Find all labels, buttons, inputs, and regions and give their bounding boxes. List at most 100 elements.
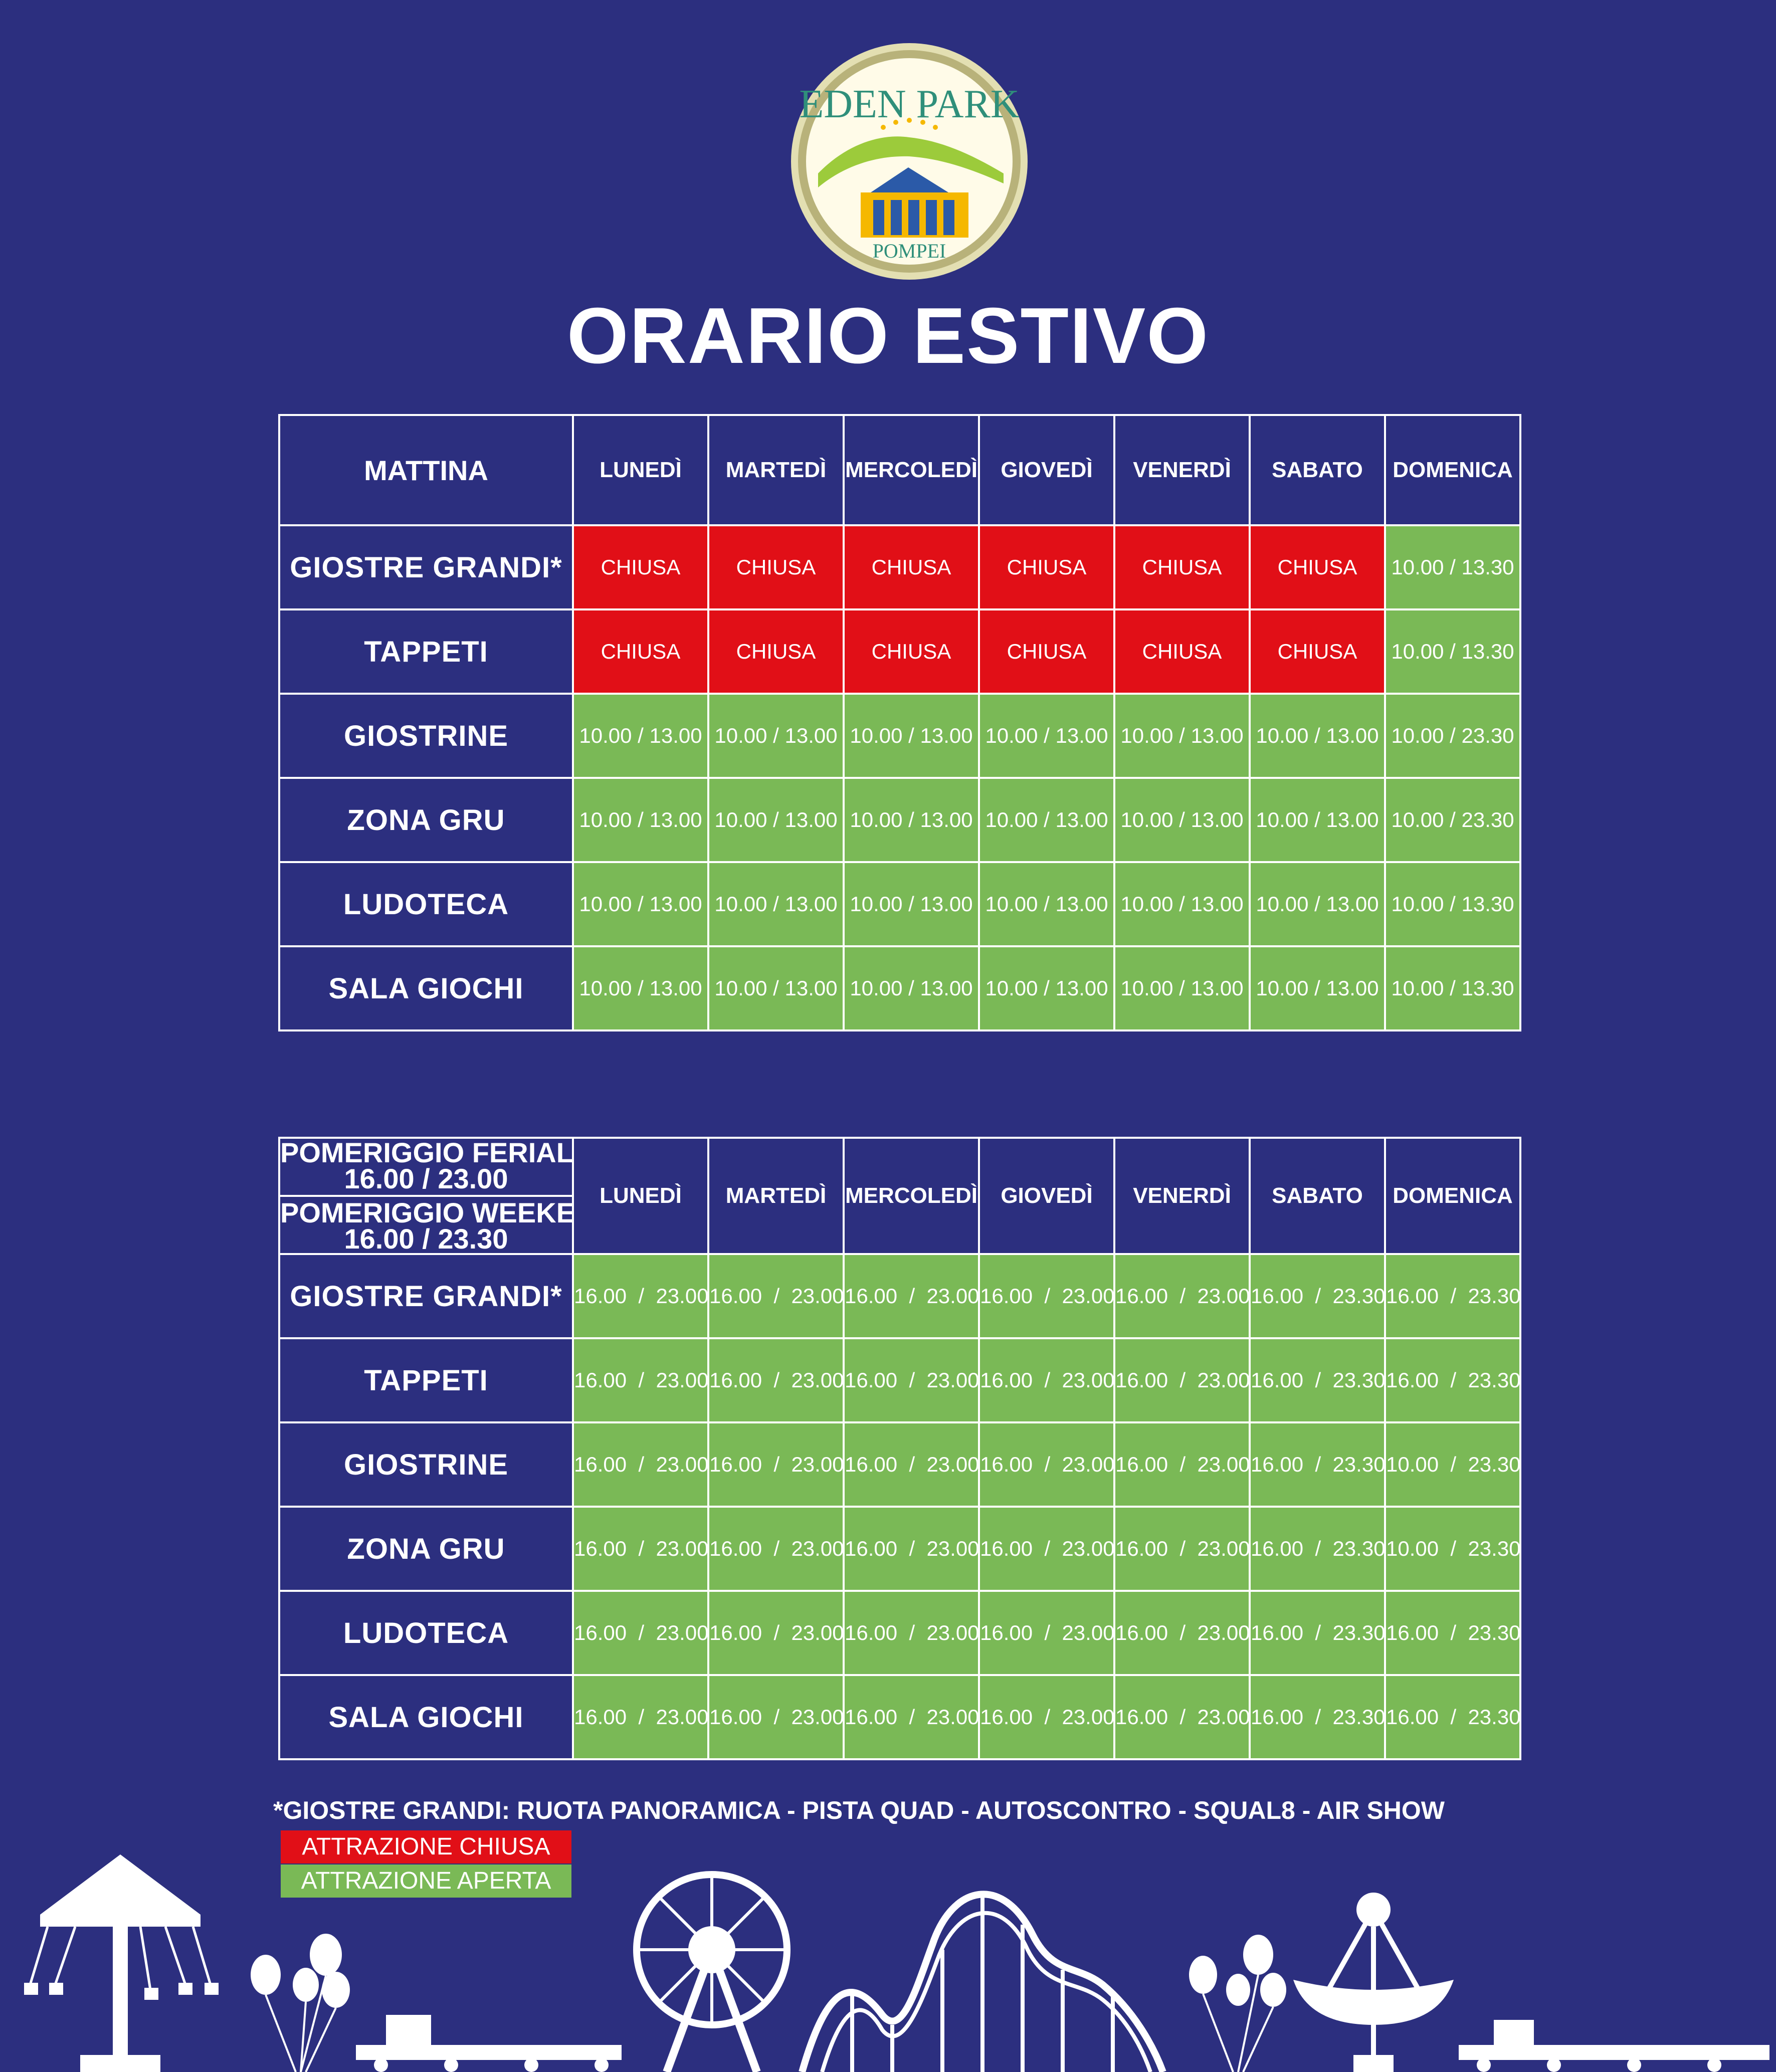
closed-cell: CHIUSA <box>1249 524 1386 610</box>
open-cell: 16.00 / 23.30 <box>1249 1253 1386 1339</box>
open-cell: 10.00 / 13.00 <box>707 693 845 779</box>
table-row: LUDOTECA 10.00 / 13.00 10.00 / 13.00 10.00 … <box>278 861 1521 947</box>
day-header: MARTEDÌ <box>707 1137 845 1255</box>
day-header: MERCOLEDÌ <box>843 1137 980 1255</box>
open-cell: 10.00 / 13.00 <box>1249 945 1386 1031</box>
table-row: GIOSTRINE 16.00 / 23.00 16.00 / 23.00 16.00… <box>278 1421 1521 1508</box>
open-cell: 10.00 / 13.00 <box>978 777 1115 863</box>
row-label: GIOSTRE GRANDI* <box>278 524 574 610</box>
corner-label: MATTINA <box>278 414 574 526</box>
row-label: ZONA GRU <box>278 1506 574 1592</box>
closed-cell: CHIUSA <box>572 524 709 610</box>
open-cell: 10.00 / 13.30 <box>1384 945 1521 1031</box>
table-row: GIOSTRINE 10.00 / 13.00 10.00 / 13.00 10.00… <box>278 693 1521 779</box>
open-cell: 16.00 / 23.00 <box>978 1337 1115 1423</box>
open-cell: 16.00 / 23.30 <box>1384 1337 1521 1423</box>
closed-cell: CHIUSA <box>707 524 845 610</box>
row-label: LUDOTECA <box>278 1590 574 1676</box>
open-cell: 16.00 / 23.00 <box>843 1674 980 1760</box>
open-cell: 16.00 / 23.00 <box>572 1674 709 1760</box>
open-cell: 10.00 / 23.30 <box>1384 1506 1521 1592</box>
table-row: ZONA GRU 16.00 / 23.00 16.00 / 23.00 16.00 … <box>278 1506 1521 1592</box>
day-header: LUNEDÌ <box>572 414 709 526</box>
table-row: LUDOTECA 16.00 / 23.00 16.00 / 23.00 16.00 … <box>278 1590 1521 1676</box>
table-row: SALA GIOCHI 16.00 / 23.00 16.00 / 23.00 16.… <box>278 1674 1521 1760</box>
day-header: SABATO <box>1249 414 1386 526</box>
legend-closed: ATTRAZIONE CHIUSA <box>281 1830 571 1863</box>
logo-text: EDEN PARK <box>799 82 1019 126</box>
table-row: GIOSTRE GRANDI* CHIUSA CHIUSA CHIUSA CHIUSA C… <box>278 524 1521 610</box>
open-cell: 16.00 / 23.00 <box>707 1590 845 1676</box>
row-label: GIOSTRINE <box>278 693 574 779</box>
logo-subtext: POMPEI <box>873 240 946 262</box>
open-cell: 16.00 / 23.00 <box>572 1421 709 1508</box>
open-cell: 16.00 / 23.00 <box>1113 1590 1251 1676</box>
open-cell: 16.00 / 23.30 <box>1249 1506 1386 1592</box>
row-label: ZONA GRU <box>278 777 574 863</box>
closed-cell: CHIUSA <box>843 608 980 695</box>
closed-cell: CHIUSA <box>572 608 709 695</box>
open-cell: 16.00 / 23.00 <box>707 1337 845 1423</box>
day-header: LUNEDÌ <box>572 1137 709 1255</box>
day-header: VENERDÌ <box>1113 1137 1251 1255</box>
open-cell: 16.00 / 23.00 <box>707 1421 845 1508</box>
open-cell: 10.00 / 13.00 <box>843 861 980 947</box>
open-cell: 16.00 / 23.00 <box>1113 1421 1251 1508</box>
open-cell: 16.00 / 23.00 <box>843 1337 980 1423</box>
open-cell: 10.00 / 13.00 <box>1249 777 1386 863</box>
open-cell: 16.00 / 23.00 <box>978 1421 1115 1508</box>
pirate-ship-icon <box>1293 1893 1454 2072</box>
open-cell: 10.00 / 13.00 <box>978 945 1115 1031</box>
table-row: TAPPETI 16.00 / 23.00 16.00 / 23.00 16.00 /… <box>278 1337 1521 1423</box>
open-cell: 16.00 / 23.00 <box>978 1253 1115 1339</box>
open-cell: 10.00 / 13.00 <box>1113 861 1251 947</box>
open-cell: 10.00 / 23.30 <box>1384 777 1521 863</box>
day-header: GIOVEDÌ <box>978 414 1115 526</box>
open-cell: 16.00 / 23.00 <box>572 1590 709 1676</box>
amusement-park-skyline <box>24 1854 1769 2072</box>
weekend-label: POMERIGGIO WEEKEND <box>280 1197 573 1228</box>
closed-cell: CHIUSA <box>1113 608 1251 695</box>
open-cell: 10.00 / 13.30 <box>1384 524 1521 610</box>
weekend-time: 16.00 / 23.30 <box>344 1223 508 1254</box>
eden-park-logo: EDEN PARK POMPEI <box>791 43 1028 280</box>
afternoon-schedule-table: POMERIGGIO FERIALI 16.00 / 23.00 POMERIG… <box>278 1137 1521 1760</box>
day-header: DOMENICA <box>1384 414 1521 526</box>
weekday-label: POMERIGGIO FERIALI <box>280 1138 573 1168</box>
page-title: ORARIO ESTIVO <box>566 292 1210 380</box>
morning-schedule-table: MATTINA LUNEDÌ MARTEDÌ MERCOLEDÌ GIOVEDÌ… <box>278 414 1521 1031</box>
table-header-row: POMERIGGIO FERIALI 16.00 / 23.00 POMERIG… <box>278 1137 1521 1255</box>
open-cell: 10.00 / 13.00 <box>978 693 1115 779</box>
legend-open: ATTRAZIONE APERTA <box>281 1864 571 1898</box>
open-cell: 10.00 / 13.00 <box>572 777 709 863</box>
open-cell: 16.00 / 23.00 <box>843 1590 980 1676</box>
row-label: SALA GIOCHI <box>278 945 574 1031</box>
open-cell: 10.00 / 13.00 <box>707 945 845 1031</box>
footnote: *GIOSTRE GRANDI: RUOTA PANORAMICA - PIST… <box>273 1796 1445 1824</box>
roller-coaster-icon <box>799 1891 1166 2072</box>
open-cell: 16.00 / 23.30 <box>1249 1590 1386 1676</box>
closed-cell: CHIUSA <box>843 524 980 610</box>
open-cell: 10.00 / 13.00 <box>707 777 845 863</box>
day-header: SABATO <box>1249 1137 1386 1255</box>
row-label: TAPPETI <box>278 1337 574 1423</box>
open-cell: 10.00 / 23.30 <box>1384 693 1521 779</box>
ferris-wheel-icon <box>633 1871 791 2072</box>
day-header: DOMENICA <box>1384 1137 1521 1255</box>
open-cell: 16.00 / 23.30 <box>1249 1337 1386 1423</box>
open-cell: 10.00 / 13.00 <box>1113 945 1251 1031</box>
open-cell: 16.00 / 23.30 <box>1249 1421 1386 1508</box>
open-cell: 10.00 / 13.00 <box>1113 693 1251 779</box>
open-cell: 16.00 / 23.00 <box>572 1253 709 1339</box>
open-cell: 10.00 / 23.30 <box>1384 1421 1521 1508</box>
closed-cell: CHIUSA <box>978 524 1115 610</box>
table-row: ZONA GRU 10.00 / 13.00 10.00 / 13.00 10.00 … <box>278 777 1521 863</box>
row-label: LUDOTECA <box>278 861 574 947</box>
day-header: MARTEDÌ <box>707 414 845 526</box>
open-cell: 16.00 / 23.00 <box>843 1253 980 1339</box>
table-row: TAPPETI CHIUSA CHIUSA CHIUSA CHIUSA CHIUSA CHI… <box>278 608 1521 695</box>
day-header: GIOVEDÌ <box>978 1137 1115 1255</box>
open-cell: 16.00 / 23.30 <box>1249 1674 1386 1760</box>
open-cell: 16.00 / 23.00 <box>1113 1506 1251 1592</box>
open-cell: 16.00 / 23.00 <box>707 1674 845 1760</box>
